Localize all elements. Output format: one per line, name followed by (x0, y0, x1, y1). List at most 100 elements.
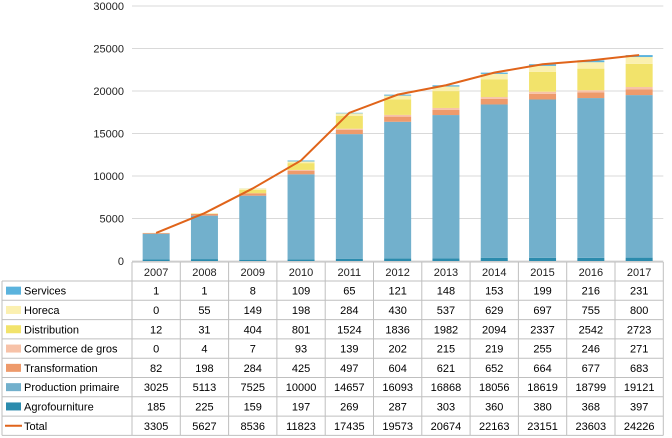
bar-segment (190, 213, 218, 216)
table-cell-value: 664 (533, 363, 551, 375)
table-cell-value: 153 (485, 286, 503, 298)
table-cell-value: 139 (340, 344, 358, 356)
total-line (155, 54, 640, 234)
bar-segment (577, 92, 605, 99)
bar-segment (480, 79, 508, 98)
series-label: Services (24, 286, 67, 298)
x-tick-label: 2015 (530, 267, 554, 279)
table-cell-value: 5113 (193, 382, 217, 394)
table-cell-value: 8536 (241, 421, 265, 433)
table-cell-value: 497 (340, 363, 358, 375)
table-cell-value: 14657 (334, 382, 365, 394)
bar-segment (432, 258, 460, 261)
y-tick-label: 5000 (100, 214, 124, 226)
series-label: Commerce de gros (24, 344, 118, 356)
bar-segment (287, 259, 315, 261)
table-cell-value: 360 (485, 401, 503, 413)
table-cell-value: 231 (630, 286, 648, 298)
x-tick-label: 2012 (385, 267, 409, 279)
table-cell-value: 18619 (527, 382, 558, 394)
table-cell-value: 368 (582, 401, 600, 413)
x-tick-label: 2008 (192, 267, 216, 279)
table-cell-value: 303 (437, 401, 455, 413)
bar-segment (529, 257, 557, 261)
table-cell-value: 18056 (479, 382, 510, 394)
bar-segment (384, 114, 412, 117)
table-cell-value: 219 (485, 344, 503, 356)
series-label: Distribution (24, 324, 79, 336)
table-cell-value: 255 (533, 344, 551, 356)
bar-segment (432, 86, 460, 92)
table-cell-value: 2723 (627, 324, 651, 336)
bar-segment (625, 89, 653, 96)
table-cell-value: 19121 (624, 382, 655, 394)
series-label: Production primaire (24, 382, 119, 394)
bar-segment (142, 233, 170, 260)
bar-segment (577, 62, 605, 69)
table-cell-value: 198 (292, 305, 310, 317)
bar-segment (480, 97, 508, 99)
bar-segment (432, 107, 460, 110)
legend-key (6, 305, 21, 314)
bar-segment (480, 257, 508, 261)
table-cell-value: 10000 (286, 382, 317, 394)
table-cell-value: 197 (292, 401, 310, 413)
table-cell-value: 8 (250, 286, 256, 298)
table-cell-value: 2542 (579, 324, 603, 336)
y-tick-label: 30000 (93, 1, 124, 13)
bar-segment (335, 128, 363, 130)
table-cell-value: 0 (153, 305, 159, 317)
bar-segment (625, 86, 653, 90)
table-cell-value: 246 (582, 344, 600, 356)
series-label: Agrofourniture (24, 401, 94, 413)
table-cell-value: 2094 (482, 324, 506, 336)
table-cell-value: 1 (153, 286, 159, 298)
table-cell-value: 23603 (576, 421, 607, 433)
bar-segment (577, 98, 605, 258)
table-cell-value: 604 (388, 363, 406, 375)
series-label: Total (24, 421, 47, 433)
table-cell-value: 3305 (144, 421, 168, 433)
table-cell-value: 621 (437, 363, 455, 375)
table-cell-value: 284 (244, 363, 262, 375)
table-cell-value: 93 (295, 344, 307, 356)
bar-segment (480, 104, 508, 258)
table-cell-value: 17435 (334, 421, 365, 433)
bar-segment (287, 174, 315, 260)
bar-segment (625, 95, 653, 258)
x-tick-label: 2013 (434, 267, 458, 279)
bar-segment (287, 161, 315, 164)
table-cell-value: 22163 (479, 421, 510, 433)
table-cell-value: 159 (244, 401, 262, 413)
bar-segment (384, 99, 412, 115)
bar-segment (335, 129, 363, 135)
table-cell-value: 652 (485, 363, 503, 375)
y-tick-label: 0 (118, 256, 124, 268)
bar-segment (432, 109, 460, 116)
table-cell-value: 755 (582, 305, 600, 317)
table-cell-value: 697 (533, 305, 551, 317)
table-cell-value: 7 (250, 344, 256, 356)
table-cell-value: 677 (582, 363, 600, 375)
table-cell-value: 4 (201, 344, 207, 356)
bar-segment (142, 259, 170, 261)
table-cell-value: 65 (343, 286, 355, 298)
table-cell-value: 0 (153, 344, 159, 356)
bar-segment (239, 195, 267, 260)
table-cell-value: 18799 (576, 382, 607, 394)
table-cell-value: 397 (630, 401, 648, 413)
table-cell-value: 2337 (530, 324, 554, 336)
bar-segment (287, 169, 315, 171)
table-cell-value: 629 (485, 305, 503, 317)
x-tick-label: 2007 (144, 267, 168, 279)
table-cell-value: 199 (533, 286, 551, 298)
table-cell-value: 12 (150, 324, 162, 336)
table-cell-value: 287 (388, 401, 406, 413)
legend-key (6, 344, 21, 353)
table-cell-value: 800 (630, 305, 648, 317)
bar-segment (529, 91, 557, 94)
legend-key (6, 383, 21, 392)
legend-key (6, 402, 21, 411)
table-cell-value: 1 (201, 286, 207, 298)
